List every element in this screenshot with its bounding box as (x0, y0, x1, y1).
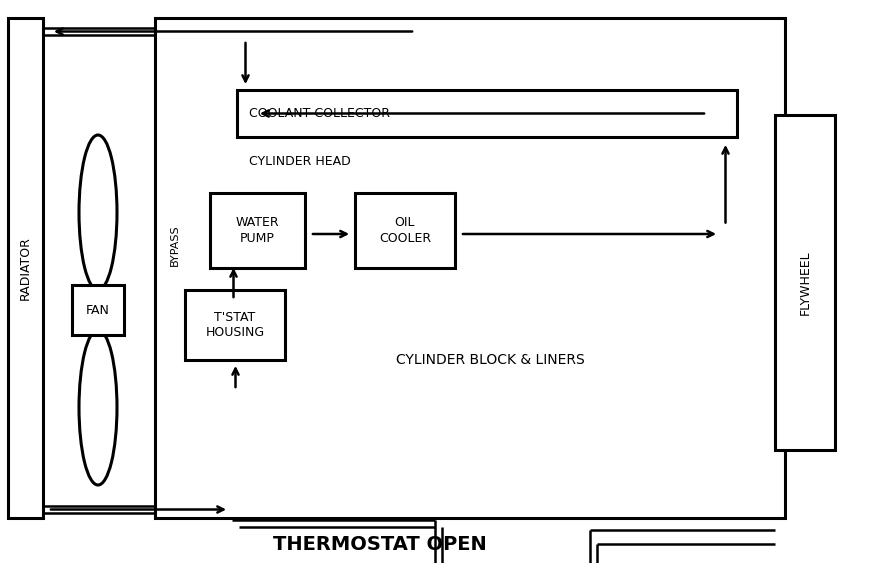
Bar (185, 290, 285, 360)
Bar (236, 90, 736, 137)
Text: COOLANT COLLECTOR: COOLANT COLLECTOR (249, 107, 389, 120)
Text: CYLINDER HEAD: CYLINDER HEAD (249, 154, 350, 168)
Text: BYPASS: BYPASS (169, 224, 180, 266)
Text: FLYWHEEL: FLYWHEEL (798, 250, 811, 315)
Bar (8, 18, 43, 518)
Text: THERMOSTAT OPEN: THERMOSTAT OPEN (273, 535, 487, 555)
Text: CYLINDER BLOCK & LINERS: CYLINDER BLOCK & LINERS (395, 353, 584, 367)
Text: RADIATOR: RADIATOR (19, 236, 32, 300)
Text: T'STAT
HOUSING: T'STAT HOUSING (205, 311, 264, 339)
Bar (355, 193, 454, 268)
Bar (209, 193, 305, 268)
Bar (72, 285, 124, 335)
Bar (155, 18, 784, 518)
Text: OIL
COOLER: OIL COOLER (379, 217, 430, 244)
Text: WATER
PUMP: WATER PUMP (235, 217, 279, 244)
Text: FAN: FAN (86, 303, 109, 316)
Ellipse shape (79, 135, 116, 290)
Ellipse shape (79, 330, 116, 485)
Bar (774, 115, 834, 450)
